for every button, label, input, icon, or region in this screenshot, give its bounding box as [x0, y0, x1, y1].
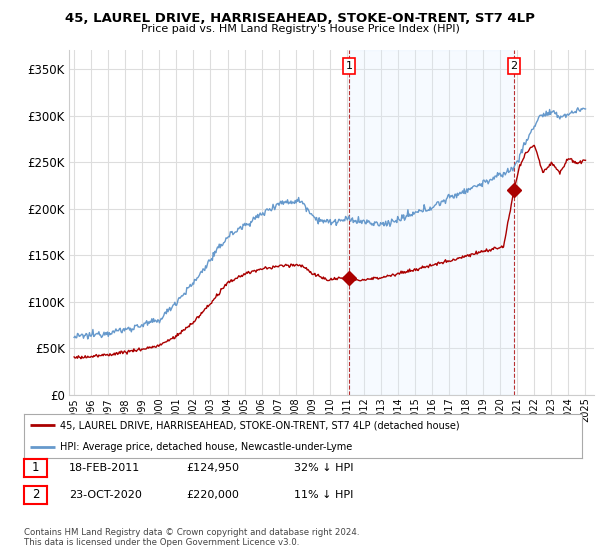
- Text: 45, LAUREL DRIVE, HARRISEAHEAD, STOKE-ON-TRENT, ST7 4LP: 45, LAUREL DRIVE, HARRISEAHEAD, STOKE-ON…: [65, 12, 535, 25]
- Text: 2: 2: [511, 60, 518, 71]
- Text: Contains HM Land Registry data © Crown copyright and database right 2024.
This d: Contains HM Land Registry data © Crown c…: [24, 528, 359, 547]
- Text: £124,950: £124,950: [186, 463, 239, 473]
- Text: 11% ↓ HPI: 11% ↓ HPI: [294, 490, 353, 500]
- Bar: [349, 50, 514, 395]
- Text: HPI: Average price, detached house, Newcastle-under-Lyme: HPI: Average price, detached house, Newc…: [60, 442, 353, 452]
- Text: 45, LAUREL DRIVE, HARRISEAHEAD, STOKE-ON-TRENT, ST7 4LP (detached house): 45, LAUREL DRIVE, HARRISEAHEAD, STOKE-ON…: [60, 421, 460, 430]
- Text: 2: 2: [32, 488, 39, 501]
- Text: £220,000: £220,000: [186, 490, 239, 500]
- Text: 23-OCT-2020: 23-OCT-2020: [69, 490, 142, 500]
- Text: Price paid vs. HM Land Registry's House Price Index (HPI): Price paid vs. HM Land Registry's House …: [140, 24, 460, 34]
- Text: 1: 1: [346, 60, 352, 71]
- Text: 18-FEB-2011: 18-FEB-2011: [69, 463, 140, 473]
- Text: 1: 1: [32, 461, 39, 474]
- Text: 32% ↓ HPI: 32% ↓ HPI: [294, 463, 353, 473]
